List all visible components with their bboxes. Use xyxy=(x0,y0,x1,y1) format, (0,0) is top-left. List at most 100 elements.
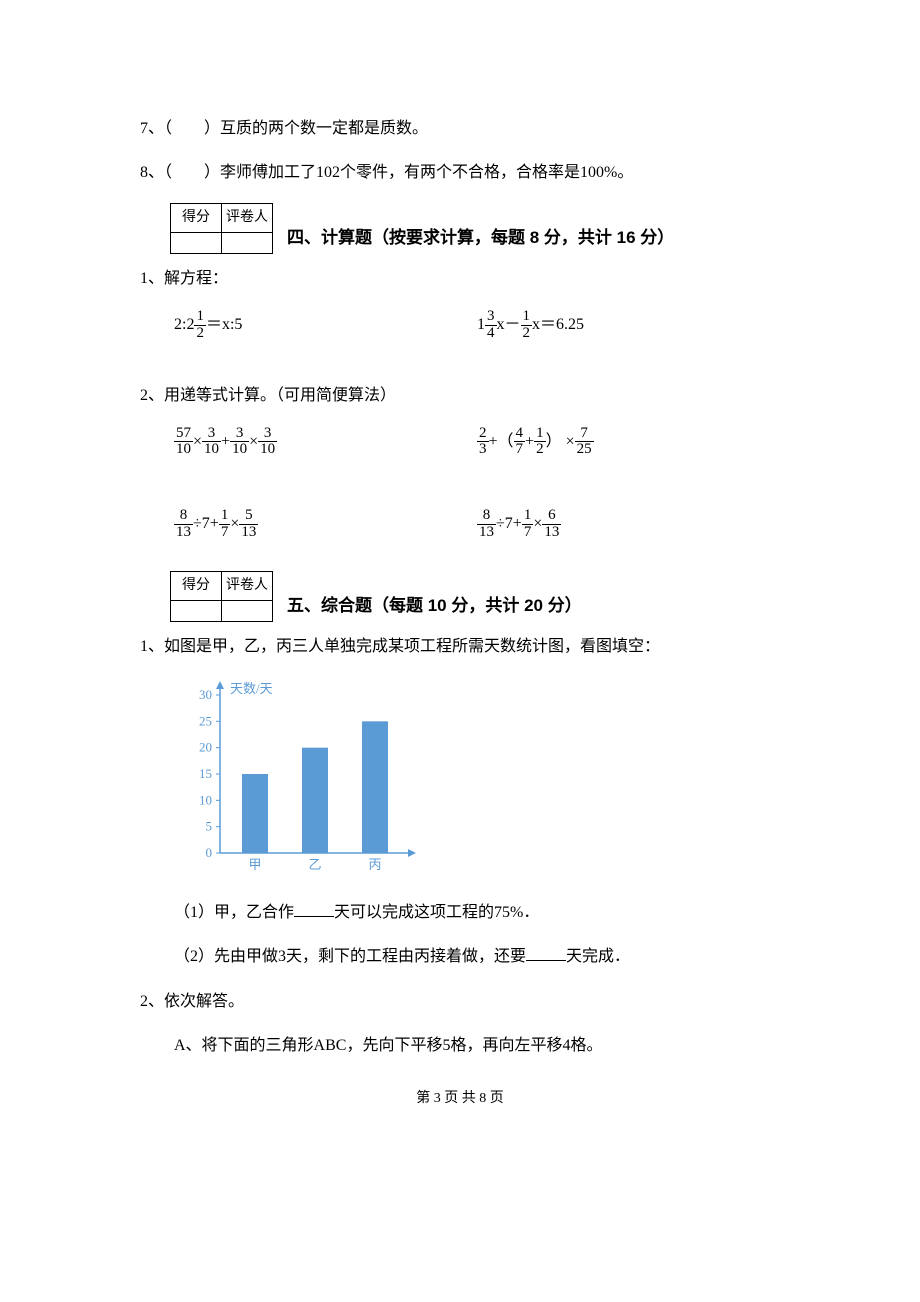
sec5-q1b: （2）先由甲做3天，剩下的工程由丙接着做，还要 天完成． xyxy=(174,942,780,972)
sec4-eq-row1: 2:212＝x:5 134x－12x＝6.25 xyxy=(174,309,780,342)
score-header-1: 得分 xyxy=(171,203,222,233)
f: 3 xyxy=(258,426,277,443)
op: × xyxy=(230,515,239,532)
score-cell-empty xyxy=(222,233,273,254)
sec5-q1: 1、如图是甲，乙，丙三人单独完成某项工程所需天数统计图，看图填空： xyxy=(140,632,780,662)
f: 13 xyxy=(477,525,496,541)
section-4-title: 四、计算题（按要求计算，每题 8 分，共计 16 分） xyxy=(287,222,674,254)
f: 13 xyxy=(174,525,193,541)
sec4-eq-row3: 813÷7+17×513 813÷7+17×613 xyxy=(174,508,780,541)
f: 25 xyxy=(575,442,594,458)
eq1b-post: x＝6.25 xyxy=(532,316,584,333)
eq1a-pre: 2:2 xyxy=(174,316,194,333)
sec4-eq1b: 134x－12x＝6.25 xyxy=(477,309,780,342)
f: 4 xyxy=(514,426,526,443)
f: 57 xyxy=(174,426,193,443)
op: × xyxy=(533,515,542,532)
op: ÷7+ xyxy=(193,515,219,532)
f: 10 xyxy=(202,442,221,458)
f: 2 xyxy=(477,426,489,443)
op: + xyxy=(221,433,230,450)
sec5-q2a: A、将下面的三角形ABC，先向下平移5格，再向左平移4格。 xyxy=(174,1031,780,1061)
f: 8 xyxy=(174,508,193,525)
q1b-post: 天完成． xyxy=(566,948,630,965)
score-cell-empty xyxy=(222,601,273,622)
f: 3 xyxy=(230,426,249,443)
sec4-eq-row2: 5710×310+310×310 23+（47+12） ×725 xyxy=(174,426,780,459)
svg-text:10: 10 xyxy=(199,792,212,807)
svg-text:20: 20 xyxy=(199,739,212,754)
score-table-5: 得分 评卷人 xyxy=(170,571,273,623)
sec4-e2c: 813÷7+17×513 xyxy=(174,508,477,541)
q1a-pre: （1）甲，乙合作 xyxy=(174,904,294,921)
f: 13 xyxy=(542,525,561,541)
sec4-q2: 2、用递等式计算。（可用简便算法） xyxy=(140,381,780,411)
f: 8 xyxy=(477,508,496,525)
f: 10 xyxy=(230,442,249,458)
page-footer: 第 3 页 共 8 页 xyxy=(140,1086,780,1113)
days-bar-chart: 0 5 10 15 20 25 30 天数/天甲 乙 丙 xyxy=(180,677,780,888)
op: ） × xyxy=(546,433,575,450)
f: 7 xyxy=(219,525,231,541)
eq1b-n1: 3 xyxy=(485,309,497,326)
svg-text:甲: 甲 xyxy=(248,857,261,872)
f: 3 xyxy=(477,442,489,458)
sec4-q1: 1、解方程： xyxy=(140,264,780,294)
score-header-1: 得分 xyxy=(171,571,222,601)
f: 7 xyxy=(514,442,526,458)
svg-text:乙: 乙 xyxy=(308,857,321,872)
score-table-4: 得分 评卷人 xyxy=(170,203,273,255)
svg-text:30: 30 xyxy=(199,687,212,702)
q1a-post: 天可以完成这项工程的75%． xyxy=(334,904,539,921)
sec4-eq1a: 2:212＝x:5 xyxy=(174,309,477,342)
f: 1 xyxy=(522,508,534,525)
eq1a-post: ＝x:5 xyxy=(206,316,242,333)
sec5-q1a: （1）甲，乙合作 天可以完成这项工程的75%． xyxy=(174,898,780,928)
section-5-header: 得分 评卷人 五、综合题（每题 10 分，共计 20 分） xyxy=(140,571,780,623)
eq1a-den: 2 xyxy=(194,326,206,342)
score-cell-empty xyxy=(171,233,222,254)
f: 2 xyxy=(534,442,546,458)
blank-input[interactable] xyxy=(294,902,334,917)
page: 7、（ ）互质的两个数一定都是质数。 8、（ ）李师傅加工了102个零件，有两个… xyxy=(0,0,920,1152)
f: 10 xyxy=(258,442,277,458)
eq1b-pre: 1 xyxy=(477,316,485,333)
op: × xyxy=(249,433,258,450)
op: × xyxy=(193,433,202,450)
score-header-2: 评卷人 xyxy=(222,571,273,601)
question-8: 8、（ ）李师傅加工了102个零件，有两个不合格，合格率是100%。 xyxy=(140,158,780,188)
score-header-2: 评卷人 xyxy=(222,203,273,233)
q1b-pre: （2）先由甲做3天，剩下的工程由丙接着做，还要 xyxy=(174,948,526,965)
eq1b-n2: 1 xyxy=(521,309,533,326)
section-4-header: 得分 评卷人 四、计算题（按要求计算，每题 8 分，共计 16 分） xyxy=(140,203,780,255)
bar-chart-svg: 0 5 10 15 20 25 30 天数/天甲 乙 丙 xyxy=(180,677,420,877)
f: 5 xyxy=(239,508,258,525)
f: 1 xyxy=(534,426,546,443)
sec4-e2a: 5710×310+310×310 xyxy=(174,426,477,459)
f: 6 xyxy=(542,508,561,525)
op: ÷7+ xyxy=(496,515,522,532)
svg-text:5: 5 xyxy=(206,818,213,833)
score-cell-empty xyxy=(171,601,222,622)
svg-text:25: 25 xyxy=(199,713,212,728)
sec4-e2b: 23+（47+12） ×725 xyxy=(477,426,780,459)
eq1a-num: 1 xyxy=(194,309,206,326)
section-5-title: 五、综合题（每题 10 分，共计 20 分） xyxy=(287,590,582,622)
f: 1 xyxy=(219,508,231,525)
svg-text:丙: 丙 xyxy=(368,857,381,872)
sec4-e2d: 813÷7+17×613 xyxy=(477,508,780,541)
f: 7 xyxy=(522,525,534,541)
eq1b-d1: 4 xyxy=(485,326,497,342)
blank-input[interactable] xyxy=(526,946,566,961)
op: + xyxy=(525,433,534,450)
svg-text:天数/天: 天数/天 xyxy=(230,681,273,696)
eq1b-mid: x－ xyxy=(497,316,521,333)
f: 10 xyxy=(174,442,193,458)
eq1b-d2: 2 xyxy=(521,326,533,342)
question-7: 7、（ ）互质的两个数一定都是质数。 xyxy=(140,114,780,144)
f: 7 xyxy=(575,426,594,443)
f: 13 xyxy=(239,525,258,541)
svg-text:15: 15 xyxy=(199,766,212,781)
f: 3 xyxy=(202,426,221,443)
svg-text:0: 0 xyxy=(206,845,213,860)
